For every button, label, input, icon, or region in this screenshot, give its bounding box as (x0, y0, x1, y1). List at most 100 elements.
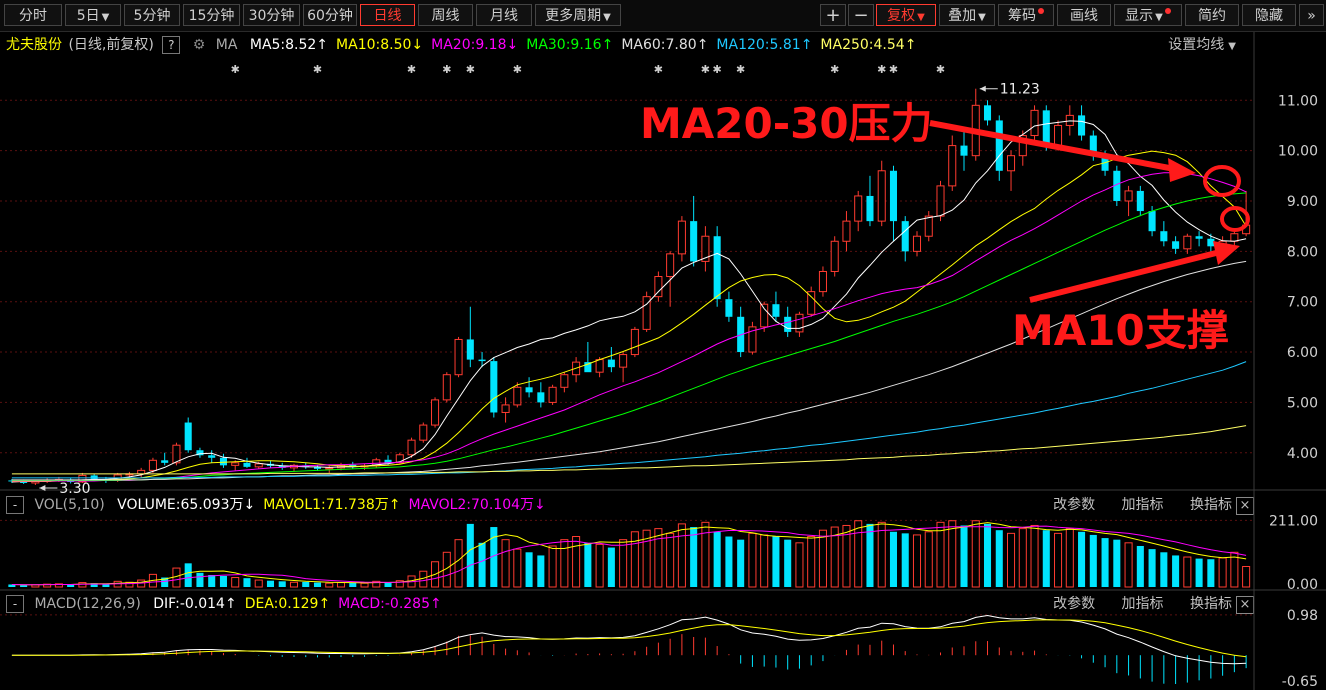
tab-60min[interactable]: 60分钟 (303, 4, 357, 26)
candle-body-up (407, 439, 416, 456)
event-star-icon: ✱ (442, 63, 451, 76)
volume-bar-down (584, 542, 592, 587)
volume-bar-down (1195, 558, 1203, 587)
chips-button[interactable]: 筹码 (998, 4, 1054, 26)
volume-bar-up (748, 532, 757, 588)
candle-body-down (161, 460, 169, 463)
caret-down-icon: ▼ (1228, 41, 1236, 52)
volume-bar-down (725, 536, 733, 587)
tab-5day[interactable]: 5日 ▼ (65, 4, 121, 26)
volume-bar-up (1218, 557, 1227, 588)
ma-line-ma120 (11, 361, 1247, 479)
swap-indicator-button[interactable]: 换指标 (1190, 497, 1232, 513)
volume-bar-down (184, 563, 192, 587)
y-tick-label: 11.00 (1278, 93, 1318, 109)
tab-intraday[interactable]: 分时 (4, 4, 62, 26)
volume-bar-up (830, 526, 839, 588)
tab-15min[interactable]: 15分钟 (183, 4, 240, 26)
volume-bar-up (289, 581, 299, 588)
candle-body-up (1054, 124, 1063, 147)
candle-body-up (666, 253, 675, 278)
tab-weekly[interactable]: 周线 (418, 4, 473, 26)
event-star-icon: ✱ (466, 63, 475, 76)
overlay-button[interactable]: 叠加 ▼ (939, 4, 995, 26)
volume-bar-up (372, 580, 381, 588)
gear-icon[interactable]: ⚙ (192, 37, 206, 53)
zoom-in-button[interactable]: + (820, 4, 846, 26)
notification-dot-icon (1038, 8, 1044, 14)
volume-bar-down (466, 523, 474, 587)
support-circle (1220, 206, 1250, 232)
candle-body-down (995, 120, 1003, 171)
change-params-button[interactable]: 改参数 (1053, 596, 1096, 612)
candle-body-up (1124, 190, 1133, 202)
event-star-icon: ✱ (830, 63, 839, 76)
adjust-price-button[interactable]: 复权 ▼ (876, 4, 936, 26)
change-params-button[interactable]: 改参数 (1053, 497, 1096, 513)
volume-bar-down (219, 575, 227, 587)
add-indicator-button[interactable]: 加指标 (1121, 596, 1164, 612)
hide-button[interactable]: 隐藏 (1242, 4, 1296, 26)
vol-values: VOLUME:65.093万↓ MAVOL1:71.738万↑ MAVOL2:70.… (117, 497, 554, 513)
tab-monthly[interactable]: 月线 (476, 4, 532, 26)
y-tick-label: 5.00 (1287, 395, 1318, 411)
collapse-icon[interactable]: - (6, 595, 24, 613)
ma-value: MA5:8.52↑ (249, 37, 329, 53)
candle-body-up (654, 276, 663, 298)
ma-line-ma20 (11, 172, 1247, 482)
candle-body-up (818, 270, 827, 293)
candle-body-down (525, 387, 533, 393)
volume-bar-up (854, 520, 863, 588)
volume-bar-down (772, 536, 780, 587)
volume-bar-up (513, 548, 522, 588)
candle-body-down (90, 475, 98, 479)
set-ma-button[interactable]: 设置均线 ▼ (1168, 34, 1244, 56)
collapse-icon[interactable]: - (6, 496, 24, 514)
volume-bar-up (1065, 528, 1074, 588)
volume-bar-up (78, 582, 87, 588)
candle-body-down (983, 105, 992, 121)
volume-bar-up (701, 521, 710, 588)
candle-body-up (595, 359, 604, 373)
tab-daily[interactable]: 日线 (360, 4, 415, 26)
min-price-label: 3.30 (59, 481, 90, 497)
candle-body-down (1136, 190, 1144, 212)
macd-value: DEA:0.129↑ (244, 596, 331, 612)
tab-more-periods[interactable]: 更多周期 ▼ (535, 4, 621, 26)
help-icon[interactable]: ? (162, 36, 181, 54)
draw-line-button[interactable]: 画线 (1057, 4, 1111, 26)
y-tick-label: 4.00 (1287, 446, 1318, 462)
zoom-out-button[interactable]: − (848, 4, 874, 26)
simple-mode-button[interactable]: 简约 (1185, 4, 1239, 26)
volume-bar-up (1242, 565, 1251, 588)
vol-label: VOL(5,10) (34, 497, 105, 513)
swap-indicator-button[interactable]: 换指标 (1190, 596, 1232, 612)
volume-bar-up (325, 582, 334, 588)
candle-body-down (278, 465, 286, 468)
double-chevron-right-icon[interactable]: » (1299, 4, 1324, 26)
tab-30min[interactable]: 30分钟 (243, 4, 300, 26)
volume-bar-down (102, 584, 110, 587)
candle-body-down (901, 221, 909, 252)
period-toolbar: 分时 5日 ▼ 5分钟 15分钟 30分钟 60分钟 日线 周线 月线 更多周期 ▼… (0, 0, 1326, 32)
candle-body-down (1148, 211, 1156, 232)
period-label: (日线,前复权) (68, 37, 154, 53)
event-star-icon: ✱ (513, 63, 522, 76)
candle-body-down (1195, 236, 1203, 239)
ma-line-ma30 (11, 192, 1247, 481)
add-indicator-button[interactable]: 加指标 (1121, 497, 1164, 513)
volume-bar-down (1089, 534, 1097, 587)
display-button[interactable]: 显示 ▼ (1114, 4, 1182, 26)
macd-legend: - MACD(12,26,9) DIF:-0.014↑ DEA:0.129↑ MAC… (6, 593, 458, 615)
volume-bar-up (395, 580, 404, 588)
candle-body-up (1007, 155, 1016, 172)
resistance-circle (1203, 165, 1241, 197)
volume-bar-down (349, 582, 357, 587)
volume-bar-down (960, 525, 968, 587)
caret-down-icon: ▼ (917, 12, 925, 23)
candle-body-down (537, 392, 545, 403)
volume-bar-up (560, 539, 569, 588)
tab-5min[interactable]: 5分钟 (124, 4, 180, 26)
candle-body-up (807, 291, 816, 315)
